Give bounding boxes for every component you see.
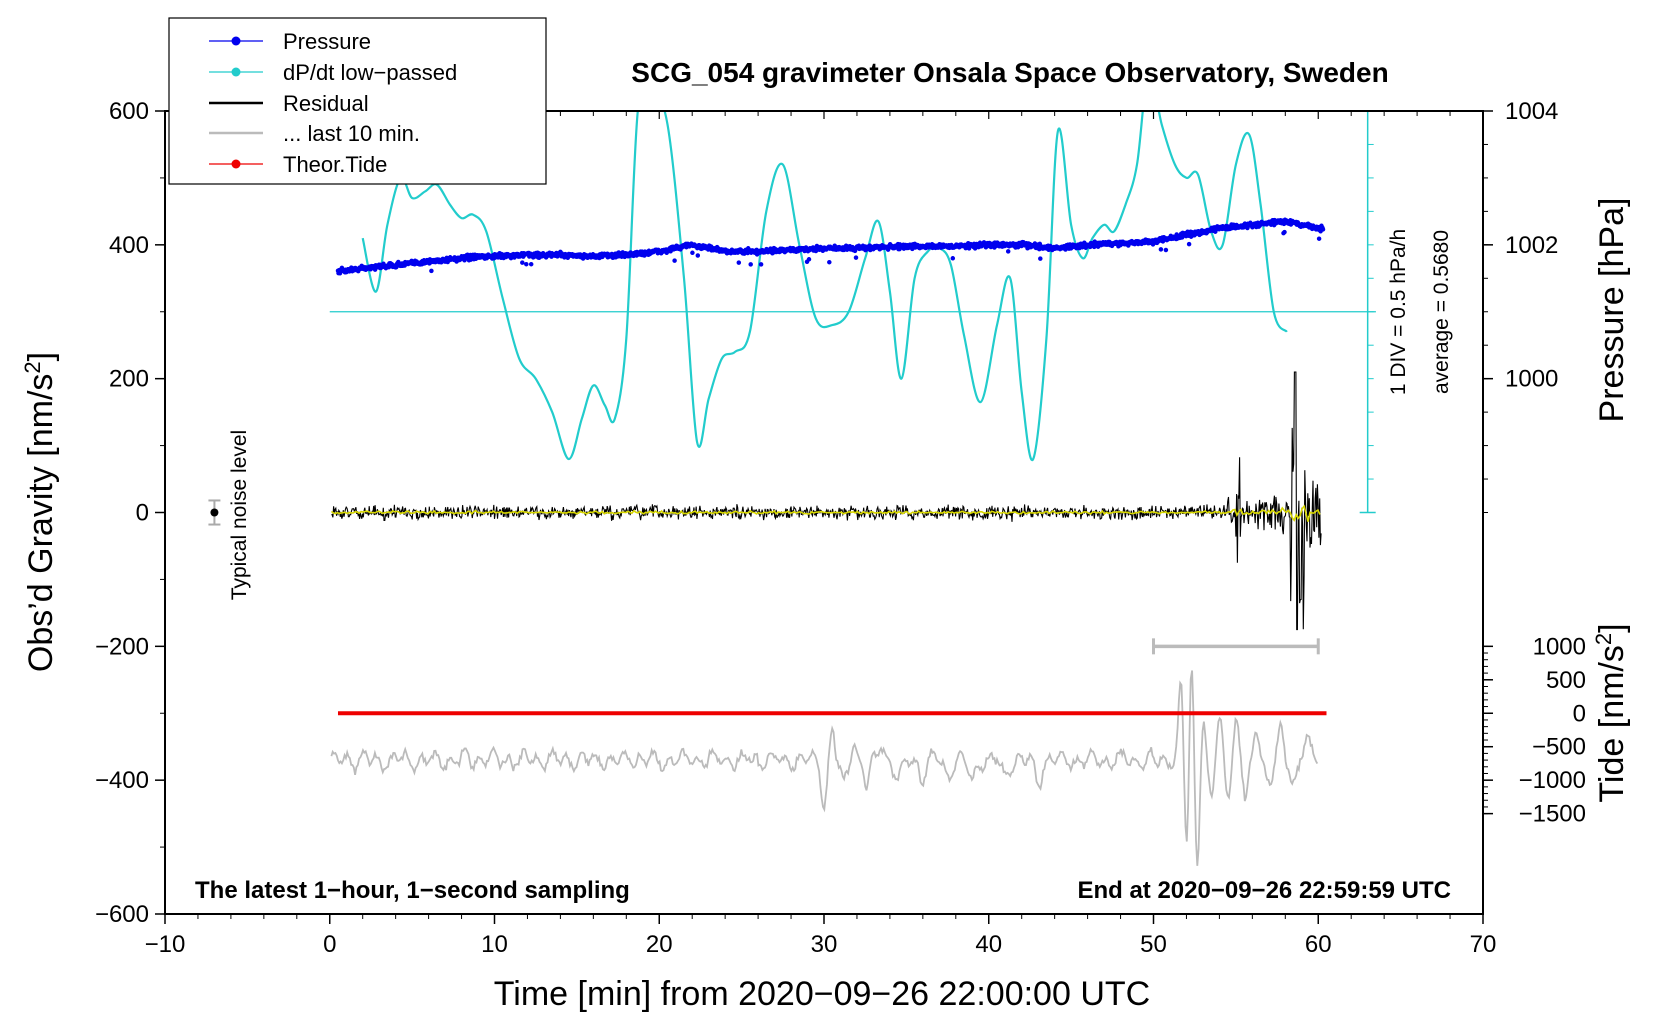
x-axis-label: Time [min] from 2020−09−26 22:00:00 UTC bbox=[494, 975, 1150, 1013]
y-axis-left-label-end: ] bbox=[22, 352, 60, 361]
x-tick-label: 70 bbox=[1470, 931, 1497, 958]
tide-tick-label: 0 bbox=[1573, 700, 1586, 727]
legend-marks bbox=[209, 36, 263, 169]
legend-label-residual: Residual bbox=[283, 91, 369, 116]
axes-layer: −10 0 10 20 30 40 50 60 70 600 400 200 0 −200 −400 −600… bbox=[95, 98, 1586, 958]
x-tick-label: 40 bbox=[975, 931, 1002, 958]
y-left-tick-label: 400 bbox=[109, 232, 149, 259]
x-tick-label: 20 bbox=[646, 931, 673, 958]
legend-label-tide: Theor.Tide bbox=[283, 152, 387, 177]
pressure-tick-label: 1002 bbox=[1505, 232, 1558, 259]
y-axis-pressure-label: Pressure [hPa] bbox=[1593, 198, 1631, 423]
pressure-line bbox=[335, 217, 1326, 276]
y-axis-left-label: Obs’d Gravity [nm/s2] bbox=[20, 352, 60, 672]
noise-point bbox=[210, 508, 219, 517]
y-left-tick-label: 600 bbox=[109, 98, 149, 125]
residual-smoothed-line bbox=[330, 504, 1321, 522]
x-tick-label: 0 bbox=[323, 931, 336, 958]
legend: Pressure dP/dt low−passed Residual ... l… bbox=[168, 17, 547, 185]
legend-label-last10: ... last 10 min. bbox=[283, 121, 420, 146]
y-left-tick-label: 200 bbox=[109, 366, 149, 393]
noise-level-label: Typical noise level bbox=[228, 430, 251, 600]
scale-note: 1 DIV = 0.5 hPa/h bbox=[1387, 229, 1410, 395]
x-tick-label: 10 bbox=[481, 931, 508, 958]
residual-line bbox=[331, 371, 1322, 631]
y-left-tick-label: −200 bbox=[95, 633, 149, 660]
legend-label-dpdt: dP/dt low−passed bbox=[283, 60, 457, 85]
x-tick-label: 30 bbox=[811, 931, 838, 958]
tide-tick-label: 500 bbox=[1546, 667, 1586, 694]
x-tick-label: 50 bbox=[1140, 931, 1167, 958]
x-tick-label: −10 bbox=[145, 931, 186, 958]
legend-label-pressure: Pressure bbox=[283, 29, 371, 54]
tide-tick-label: 1000 bbox=[1533, 633, 1586, 660]
y-left-tick-label: −600 bbox=[95, 901, 149, 928]
pressure-tick-label: 1000 bbox=[1505, 366, 1558, 393]
legend-marker bbox=[231, 36, 241, 46]
x-tick-label: 60 bbox=[1305, 931, 1332, 958]
footer-right: End at 2020−09−26 22:59:59 UTC bbox=[1077, 877, 1451, 904]
pressure-tick-label: 1004 bbox=[1505, 98, 1558, 125]
series-layer bbox=[208, 110, 1376, 866]
y-left-tick-label: 0 bbox=[136, 500, 149, 527]
y-left-tick-label: −400 bbox=[95, 767, 149, 794]
last-10-min-line bbox=[330, 670, 1319, 866]
dpdt-line bbox=[361, 111, 1288, 462]
y-axis-left-label-main: Obs’d Gravity [nm/s bbox=[22, 374, 60, 673]
legend-marker bbox=[231, 67, 241, 77]
chart-title: SCG_054 gravimeter Onsala Space Observat… bbox=[631, 57, 1388, 88]
legend-box bbox=[168, 17, 547, 185]
tide-tick-label: −500 bbox=[1532, 734, 1586, 761]
average-note: average = 0.5680 bbox=[1430, 230, 1453, 394]
y-axis-tide-label-end: ] bbox=[1593, 623, 1631, 632]
footer-left: The latest 1−hour, 1−second sampling bbox=[195, 877, 630, 904]
y-axis-tide-label: Tide [nm/s2] bbox=[1591, 623, 1631, 802]
y-axis-tide-label-main: Tide [nm/s bbox=[1593, 645, 1631, 802]
y-axis-left-label-sup: 2 bbox=[20, 361, 45, 373]
tide-tick-label: −1500 bbox=[1519, 801, 1586, 828]
tide-tick-label: −1000 bbox=[1519, 767, 1586, 794]
y-axis-tide-label-sup: 2 bbox=[1591, 633, 1616, 645]
legend-marker bbox=[231, 159, 241, 169]
